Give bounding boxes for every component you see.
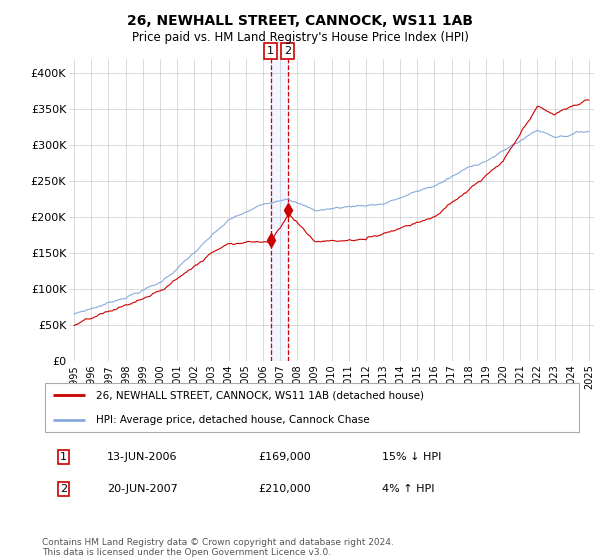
Text: 13-JUN-2006: 13-JUN-2006 [107, 452, 178, 462]
Text: 26, NEWHALL STREET, CANNOCK, WS11 1AB: 26, NEWHALL STREET, CANNOCK, WS11 1AB [127, 14, 473, 28]
Text: Contains HM Land Registry data © Crown copyright and database right 2024.
This d: Contains HM Land Registry data © Crown c… [42, 538, 394, 557]
Text: Price paid vs. HM Land Registry's House Price Index (HPI): Price paid vs. HM Land Registry's House … [131, 31, 469, 44]
Text: 1: 1 [60, 452, 67, 462]
Text: 2: 2 [284, 46, 292, 56]
Text: 15% ↓ HPI: 15% ↓ HPI [382, 452, 442, 462]
FancyBboxPatch shape [45, 383, 580, 432]
Text: 1: 1 [267, 46, 274, 56]
Text: 26, NEWHALL STREET, CANNOCK, WS11 1AB (detached house): 26, NEWHALL STREET, CANNOCK, WS11 1AB (d… [96, 390, 424, 400]
Text: £169,000: £169,000 [258, 452, 311, 462]
Text: 20-JUN-2007: 20-JUN-2007 [107, 484, 178, 494]
Text: 4% ↑ HPI: 4% ↑ HPI [382, 484, 434, 494]
Text: £210,000: £210,000 [258, 484, 311, 494]
Bar [271, 59, 288, 361]
Text: 2: 2 [60, 484, 67, 494]
Text: HPI: Average price, detached house, Cannock Chase: HPI: Average price, detached house, Cann… [96, 414, 370, 424]
